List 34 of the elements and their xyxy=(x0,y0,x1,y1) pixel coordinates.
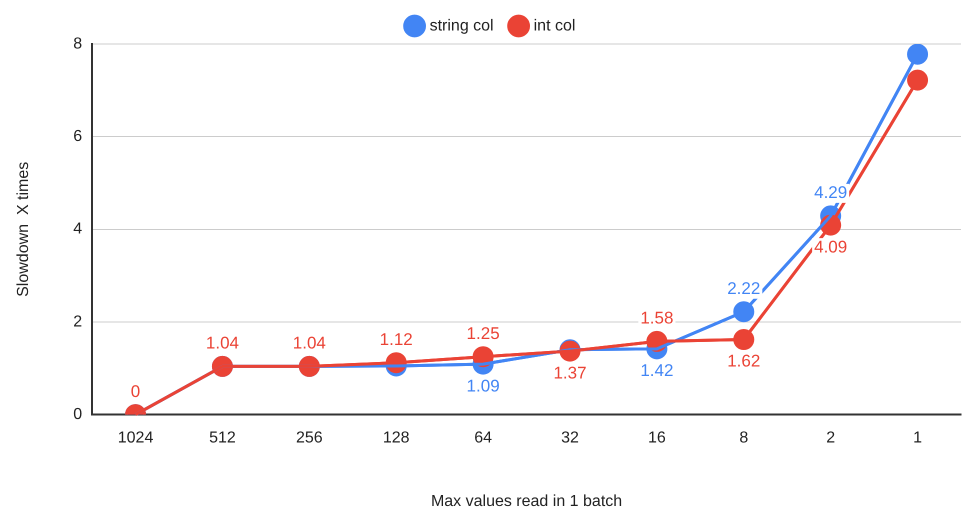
data-label: 1.42 xyxy=(640,361,674,380)
y-tick-label: 0 xyxy=(73,406,82,424)
y-tick-label: 4 xyxy=(73,220,82,238)
data-label: 1.04 xyxy=(206,334,239,353)
data-label: 4.29 xyxy=(814,183,848,202)
legend-label: int col xyxy=(534,17,576,34)
data-label: 1.37 xyxy=(553,363,587,382)
point xyxy=(907,70,928,91)
point xyxy=(907,44,928,65)
data-label: 1.04 xyxy=(292,334,326,353)
x-tick-label: 256 xyxy=(296,430,323,447)
x-tick-label: 2 xyxy=(826,430,836,447)
x-tick-label: 1024 xyxy=(118,430,154,447)
x-tick-label: 64 xyxy=(474,430,492,447)
data-label: 2.22 xyxy=(727,278,760,298)
x-axis-title: Max values read in 1 batch xyxy=(430,492,622,510)
data-label: 1.62 xyxy=(727,352,760,371)
y-tick-label: 2 xyxy=(73,313,82,330)
data-label: 1.58 xyxy=(640,308,674,328)
legend-label: string col xyxy=(430,17,494,34)
x-tick-label: 1 xyxy=(913,430,922,447)
data-label: 1.25 xyxy=(466,324,500,343)
data-label: 1.09 xyxy=(466,376,500,396)
x-tick-label: 32 xyxy=(561,430,579,447)
x-tick-label: 128 xyxy=(382,430,410,447)
y-tick-label: 6 xyxy=(73,128,82,146)
data-label: 0 xyxy=(130,382,140,401)
x-tick-label: 8 xyxy=(739,430,748,447)
data-label: 1.12 xyxy=(380,330,413,349)
y-axis-title: Slowdown X times xyxy=(15,162,32,297)
x-tick-label: 512 xyxy=(209,430,236,447)
x-tick-label: 16 xyxy=(648,430,666,447)
data-label: 4.09 xyxy=(814,237,848,256)
y-tick-label: 8 xyxy=(73,35,82,52)
